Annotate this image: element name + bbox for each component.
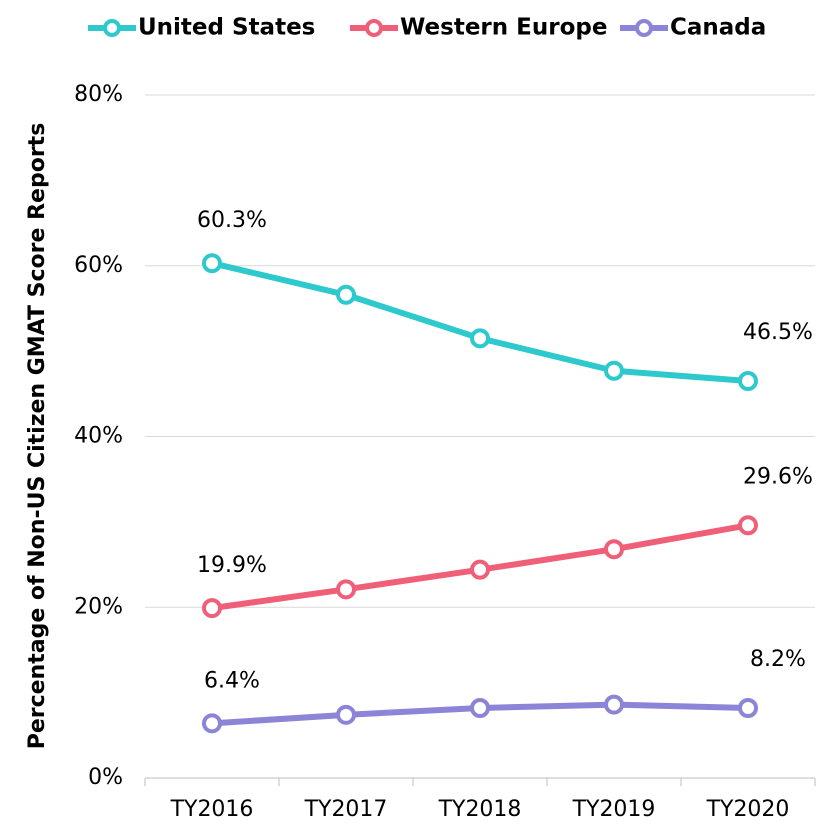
data-label: 29.6% [743,464,813,489]
point [470,559,490,580]
data-label: 60.3% [197,208,267,233]
legend-label: Western Europe [400,15,607,41]
y-tick-label: 20% [74,594,123,619]
legend-marker [103,19,121,37]
y-tick-label: 80% [74,82,123,107]
point [738,371,758,392]
point [336,284,356,305]
point [604,539,624,560]
point [738,515,758,536]
point [202,253,222,274]
legend-label: United States [138,15,315,41]
point [738,697,758,718]
point [336,704,356,725]
y-tick-label: 0% [88,765,123,790]
x-tick-label: TY2020 [706,797,790,822]
data-label: 8.2% [750,647,806,672]
x-tick-label: TY2017 [304,797,388,822]
point [604,360,624,381]
y-tick-label: 40% [74,424,123,449]
point [470,328,490,349]
y-axis-title: Percentage of Non-US Citizen GMAT Score … [25,123,50,750]
series-line [211,260,749,384]
point [202,713,222,734]
legend-marker [365,19,383,37]
y-tick-label: 60% [74,253,123,278]
data-label: 46.5% [743,320,813,345]
legend-label: Canada [670,15,766,41]
point [336,579,356,600]
point [470,697,490,718]
data-label: 6.4% [204,668,260,693]
data-label: 19.9% [197,553,267,578]
point [604,694,624,715]
x-tick-label: TY2019 [572,797,656,822]
point [202,598,222,619]
x-tick-label: TY2018 [438,797,522,822]
legend-marker [635,19,653,37]
x-tick-label: TY2016 [170,797,254,822]
